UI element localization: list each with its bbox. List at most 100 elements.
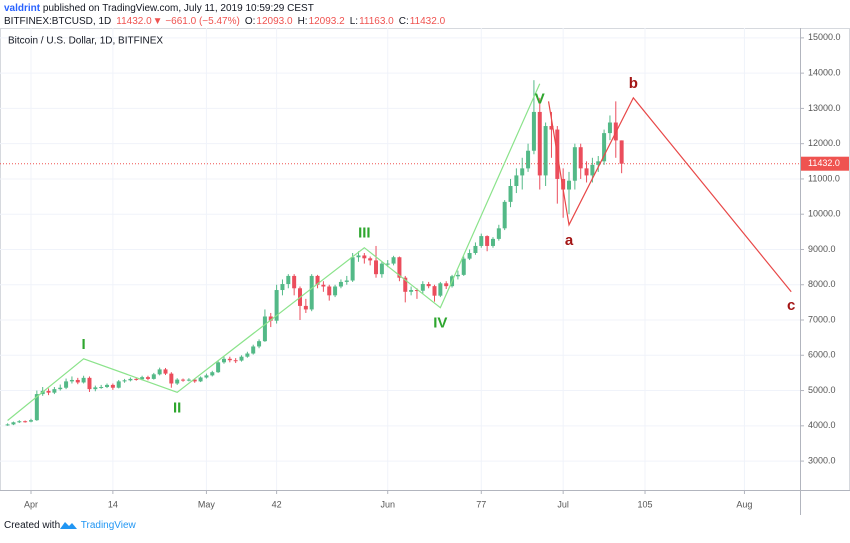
candle-body [75, 379, 80, 383]
candle-body [596, 161, 601, 165]
candle-body [567, 180, 572, 190]
published: published on TradingView.com, July 11, 2… [43, 3, 314, 14]
candle-body [368, 258, 373, 261]
x-tick-label: 14 [108, 499, 118, 509]
candle-body [251, 346, 256, 354]
last-price-box [801, 156, 849, 171]
x-tick-label: 42 [272, 499, 282, 509]
x-tick-label: May [198, 499, 216, 509]
candle-body [145, 377, 150, 379]
y-tick-label: 3000.0 [808, 455, 836, 465]
grid [0, 28, 804, 494]
candle-body [28, 420, 33, 422]
candle-body [502, 201, 507, 229]
candle-body [607, 122, 612, 134]
candle-body [175, 379, 180, 384]
quote-part: 12093.2 [309, 16, 346, 27]
candle-body [227, 358, 232, 361]
candle-body [356, 255, 361, 258]
wave-label: III [358, 225, 371, 242]
candle-body [140, 377, 145, 380]
candle-body [549, 126, 554, 130]
candle-body [461, 258, 466, 275]
wave-label: V [535, 91, 545, 108]
y-tick-label: 14000.0 [808, 68, 841, 78]
last-price-label: 11432.0 [808, 158, 840, 168]
y-tick-label: 8000.0 [808, 279, 836, 289]
y-tick-label: 11000.0 [808, 173, 840, 183]
quote-part: C: [399, 16, 409, 27]
candle-body [23, 421, 28, 423]
candle-body [473, 245, 478, 254]
y-tick-label: 13000.0 [808, 103, 841, 113]
candle-body [572, 147, 577, 181]
candle-body [602, 133, 607, 162]
candle-body [216, 362, 221, 373]
candle-body [490, 238, 495, 246]
candle-body [233, 360, 238, 362]
candle-body [426, 284, 431, 287]
candle-body [204, 375, 209, 378]
wave-label: I [82, 336, 86, 353]
footer-brand[interactable]: TradingView [81, 520, 137, 531]
x-tick-label: 77 [476, 499, 486, 509]
candle-body [578, 147, 583, 169]
y-tick-label: 6000.0 [808, 350, 836, 360]
candle-body [590, 164, 595, 176]
candle-body [105, 384, 110, 388]
candle-body [274, 290, 279, 321]
candle-body [303, 305, 308, 310]
y-tick-label: 10000.0 [808, 209, 841, 219]
candle-body [315, 275, 320, 285]
candle-body [99, 387, 104, 389]
candle-body [116, 381, 121, 388]
candle-body [186, 379, 191, 381]
candle-body [5, 424, 10, 426]
candle-body [409, 290, 414, 292]
candle-body [444, 283, 449, 287]
candle-body [169, 373, 174, 384]
candle-body [379, 263, 384, 275]
marks [0, 80, 800, 426]
candle-body [397, 257, 402, 278]
candle-body [531, 111, 536, 151]
candle-body [385, 263, 390, 265]
quote-part: L: [350, 16, 358, 27]
y-tick-label: 9000.0 [808, 244, 836, 254]
candle-body [561, 178, 566, 190]
candle-body [432, 286, 437, 296]
y-tick-label: 5000.0 [808, 385, 836, 395]
candle-body [350, 257, 355, 281]
candle-body [374, 260, 379, 275]
candle-body [268, 316, 273, 321]
quote-part: ▼ −661.0 (−5.47%) [153, 16, 240, 27]
y-tick-label: 15000.0 [808, 32, 841, 42]
quote-part: 11432.0 [410, 16, 446, 27]
candle-body [321, 284, 326, 287]
candle-body [87, 377, 92, 390]
candle-body [64, 381, 69, 388]
candle-body [122, 380, 127, 382]
candle-body [110, 384, 115, 388]
candle-body [52, 389, 57, 393]
candle-body [46, 390, 51, 393]
quote-part: 11432.0 [116, 16, 152, 27]
candle-body [210, 372, 215, 376]
candle-body [344, 280, 349, 282]
candle-body [58, 387, 63, 390]
wave-label: a [565, 232, 574, 249]
chart-legend: Bitcoin / U.S. Dollar, 1D, BITFINEX [8, 36, 163, 47]
candle-body [221, 358, 226, 363]
author[interactable]: valdrint [4, 3, 41, 14]
candle-body [338, 281, 343, 287]
quote-line: BITFINEX:BTCUSD, 1D 11432.0▼ −661.0 (−5.4… [4, 16, 446, 27]
candle-body [362, 255, 367, 259]
quote-part: 12093.0 [256, 16, 293, 27]
candle-body [467, 253, 472, 259]
y-tick-label: 12000.0 [808, 138, 841, 148]
candle-body [420, 284, 425, 291]
candle-body [619, 140, 624, 164]
